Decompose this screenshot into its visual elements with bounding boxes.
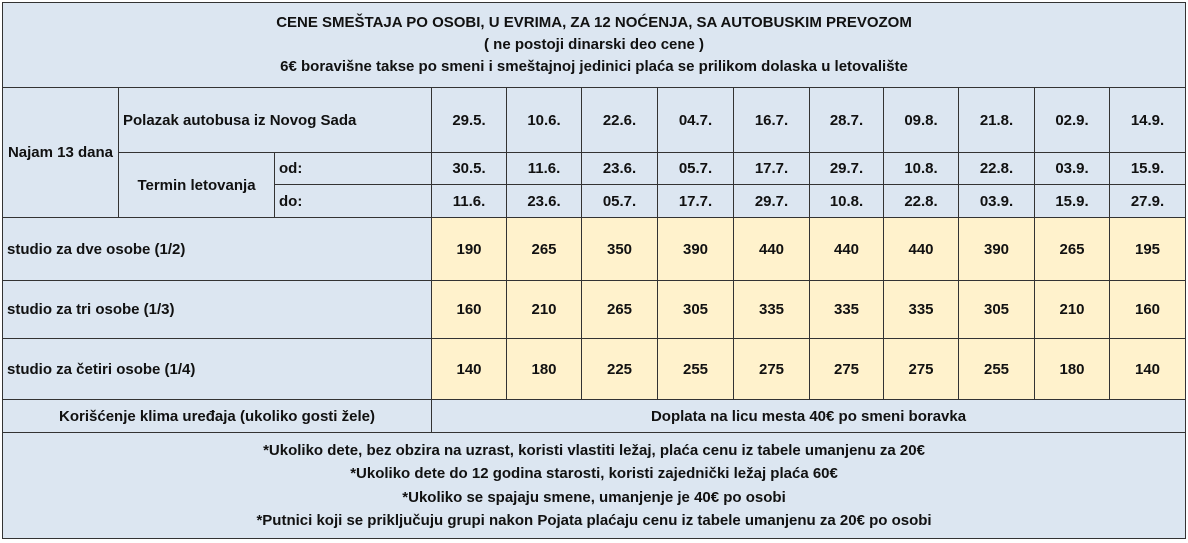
price-cell: 265 [581, 280, 658, 339]
stay-from-date: 15.9. [1108, 152, 1187, 185]
stay-to-date: 29.7. [733, 184, 810, 218]
price-cell: 440 [883, 217, 959, 281]
price-cell: 225 [581, 338, 658, 400]
footnote: *Putnici koji se priključuju grupi nakon… [256, 512, 932, 529]
stay-to-date: 15.9. [1034, 184, 1110, 218]
room-type-label: studio za dve osobe (1/2) [2, 217, 432, 281]
stay-to-date: 22.8. [883, 184, 959, 218]
stay-to-date: 05.7. [581, 184, 658, 218]
departure-date: 02.9. [1034, 87, 1110, 153]
header-note: ( ne postoji dinarski deo cene ) [484, 36, 705, 53]
stay-from-date: 10.8. [883, 152, 959, 185]
tax-note: 6€ boravišne takse po smeni i smeštajnoj… [280, 58, 908, 75]
rental-period-label: Najam 13 dana [2, 87, 119, 218]
departure-date: 09.8. [883, 87, 959, 153]
ac-surcharge-note: Doplata na licu mesta 40€ po smeni borav… [430, 399, 1187, 433]
table-header: CENE SMEŠTAJA PO OSOBI, U EVRIMA, ZA 12 … [1, 2, 1187, 88]
price-cell: 255 [657, 338, 734, 400]
price-cell: 160 [1108, 280, 1187, 339]
stay-from-date: 11.6. [506, 152, 582, 185]
stay-to-date: 27.9. [1108, 184, 1187, 218]
from-label: od: [274, 152, 432, 185]
price-cell: 390 [657, 217, 734, 281]
stay-to-date: 23.6. [506, 184, 582, 218]
price-cell: 190 [431, 217, 507, 281]
ac-usage-label: Korišćenje klima uređaja (ukoliko gosti … [2, 399, 432, 433]
table-row: studio za tri osobe (1/3) 160 210 265 30… [2, 280, 1187, 339]
stay-from-date: 23.6. [581, 152, 658, 185]
price-cell: 160 [431, 280, 507, 339]
footnote: *Ukoliko dete, bez obzira na uzrast, kor… [263, 441, 925, 459]
stay-period-label: Termin letovanja [118, 152, 275, 218]
footnotes: *Ukoliko dete, bez obzira na uzrast, kor… [1, 432, 1187, 539]
departure-date: 22.6. [581, 87, 658, 153]
price-cell: 140 [431, 338, 507, 400]
room-type-label: studio za tri osobe (1/3) [2, 280, 432, 339]
stay-to-date: 11.6. [431, 184, 507, 218]
price-cell: 265 [506, 217, 582, 281]
price-cell: 335 [809, 280, 884, 339]
stay-to-date: 10.8. [809, 184, 884, 218]
room-type-label: studio za četiri osobe (1/4) [2, 338, 432, 400]
price-cell: 180 [1034, 338, 1110, 400]
stay-from-date: 29.7. [809, 152, 884, 185]
departure-date: 16.7. [733, 87, 810, 153]
price-cell: 275 [883, 338, 959, 400]
price-cell: 305 [657, 280, 734, 339]
stay-from-date: 17.7. [733, 152, 810, 185]
departure-date: 04.7. [657, 87, 734, 153]
table-row: studio za četiri osobe (1/4) 140 180 225… [2, 338, 1187, 400]
price-cell: 335 [883, 280, 959, 339]
stay-from-date: 30.5. [431, 152, 507, 185]
to-label: do: [274, 184, 432, 218]
price-cell: 335 [733, 280, 810, 339]
price-cell: 210 [506, 280, 582, 339]
stay-from-date: 03.9. [1034, 152, 1110, 185]
price-cell: 195 [1108, 217, 1187, 281]
table-row: studio za dve osobe (1/2) 190 265 350 39… [2, 217, 1187, 281]
stay-from-date: 22.8. [958, 152, 1035, 185]
departure-label: Polazak autobusa iz Novog Sada [118, 87, 432, 153]
price-cell: 210 [1034, 280, 1110, 339]
departure-date: 10.6. [506, 87, 582, 153]
departure-date: 21.8. [958, 87, 1035, 153]
price-cell: 305 [958, 280, 1035, 339]
stay-from-date: 05.7. [657, 152, 734, 185]
departure-date: 28.7. [809, 87, 884, 153]
footnote: *Ukoliko dete do 12 godina starosti, kor… [350, 465, 838, 482]
departure-date: 14.9. [1108, 87, 1187, 153]
departure-date: 29.5. [431, 87, 507, 153]
stay-to-date: 03.9. [958, 184, 1035, 218]
price-cell: 390 [958, 217, 1035, 281]
price-cell: 265 [1034, 217, 1110, 281]
price-cell: 440 [809, 217, 884, 281]
price-cell: 180 [506, 338, 582, 400]
price-cell: 275 [809, 338, 884, 400]
stay-to-date: 17.7. [657, 184, 734, 218]
footnote: *Ukoliko se spajaju smene, umanjenje je … [402, 488, 786, 506]
price-cell: 440 [733, 217, 810, 281]
page-title: CENE SMEŠTAJA PO OSOBI, U EVRIMA, ZA 12 … [276, 14, 912, 31]
price-cell: 275 [733, 338, 810, 400]
price-cell: 255 [958, 338, 1035, 400]
price-cell: 140 [1108, 338, 1187, 400]
price-cell: 350 [581, 217, 658, 281]
